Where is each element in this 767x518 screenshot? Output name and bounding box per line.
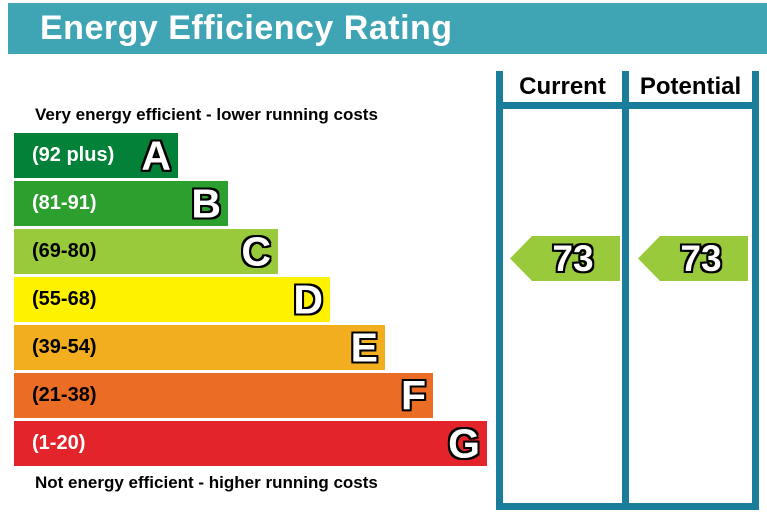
- column-header-current: Current: [519, 72, 606, 100]
- band-range-label-g: (1-20): [32, 432, 86, 454]
- potential-rating-value: 73: [680, 238, 722, 279]
- band-row-b: (81-91) B: [14, 181, 228, 226]
- band-row-e: (39-54) E: [14, 325, 385, 370]
- band-range-label-f: (21-38): [32, 384, 97, 406]
- page-title: Energy Efficiency Rating: [40, 9, 453, 47]
- band-range-label-e: (39-54): [32, 336, 97, 358]
- potential-rating-arrow: 73: [638, 236, 748, 281]
- band-row-d: (55-68) D: [14, 277, 330, 322]
- band-letter-d: D: [293, 276, 323, 322]
- band-row-c: (69-80) C: [14, 229, 278, 274]
- title-bar: Energy Efficiency Rating: [8, 3, 767, 54]
- top-note: Very energy efficient - lower running co…: [35, 105, 378, 124]
- band-range-label-a: (92 plus): [32, 144, 115, 166]
- band-row-g: (1-20) G: [14, 421, 487, 466]
- band-letter-a: A: [141, 132, 171, 178]
- table-bottom-rule: [496, 503, 759, 510]
- table-border-middle: [622, 71, 629, 510]
- band-range-label-c: (69-80): [32, 240, 97, 262]
- band-letter-g: G: [448, 420, 480, 466]
- band-range-label-d: (55-68): [32, 288, 97, 310]
- column-header-potential: Potential: [639, 72, 742, 100]
- bottom-note: Not energy efficient - higher running co…: [35, 473, 378, 492]
- band-row-a: (92 plus) A: [14, 133, 178, 178]
- band-letter-e: E: [350, 324, 378, 370]
- band-letter-f: F: [400, 372, 426, 418]
- band-range-label-b: (81-91): [32, 192, 97, 214]
- band-letter-b: B: [191, 180, 221, 226]
- band-letter-c: C: [241, 228, 271, 274]
- table-border-right: [752, 71, 759, 510]
- current-rating-arrow: 73: [510, 236, 620, 281]
- current-rating-value: 73: [552, 238, 594, 279]
- band-row-f: (21-38) F: [14, 373, 433, 418]
- table-header-rule: [496, 102, 759, 109]
- table-border-left: [496, 71, 503, 510]
